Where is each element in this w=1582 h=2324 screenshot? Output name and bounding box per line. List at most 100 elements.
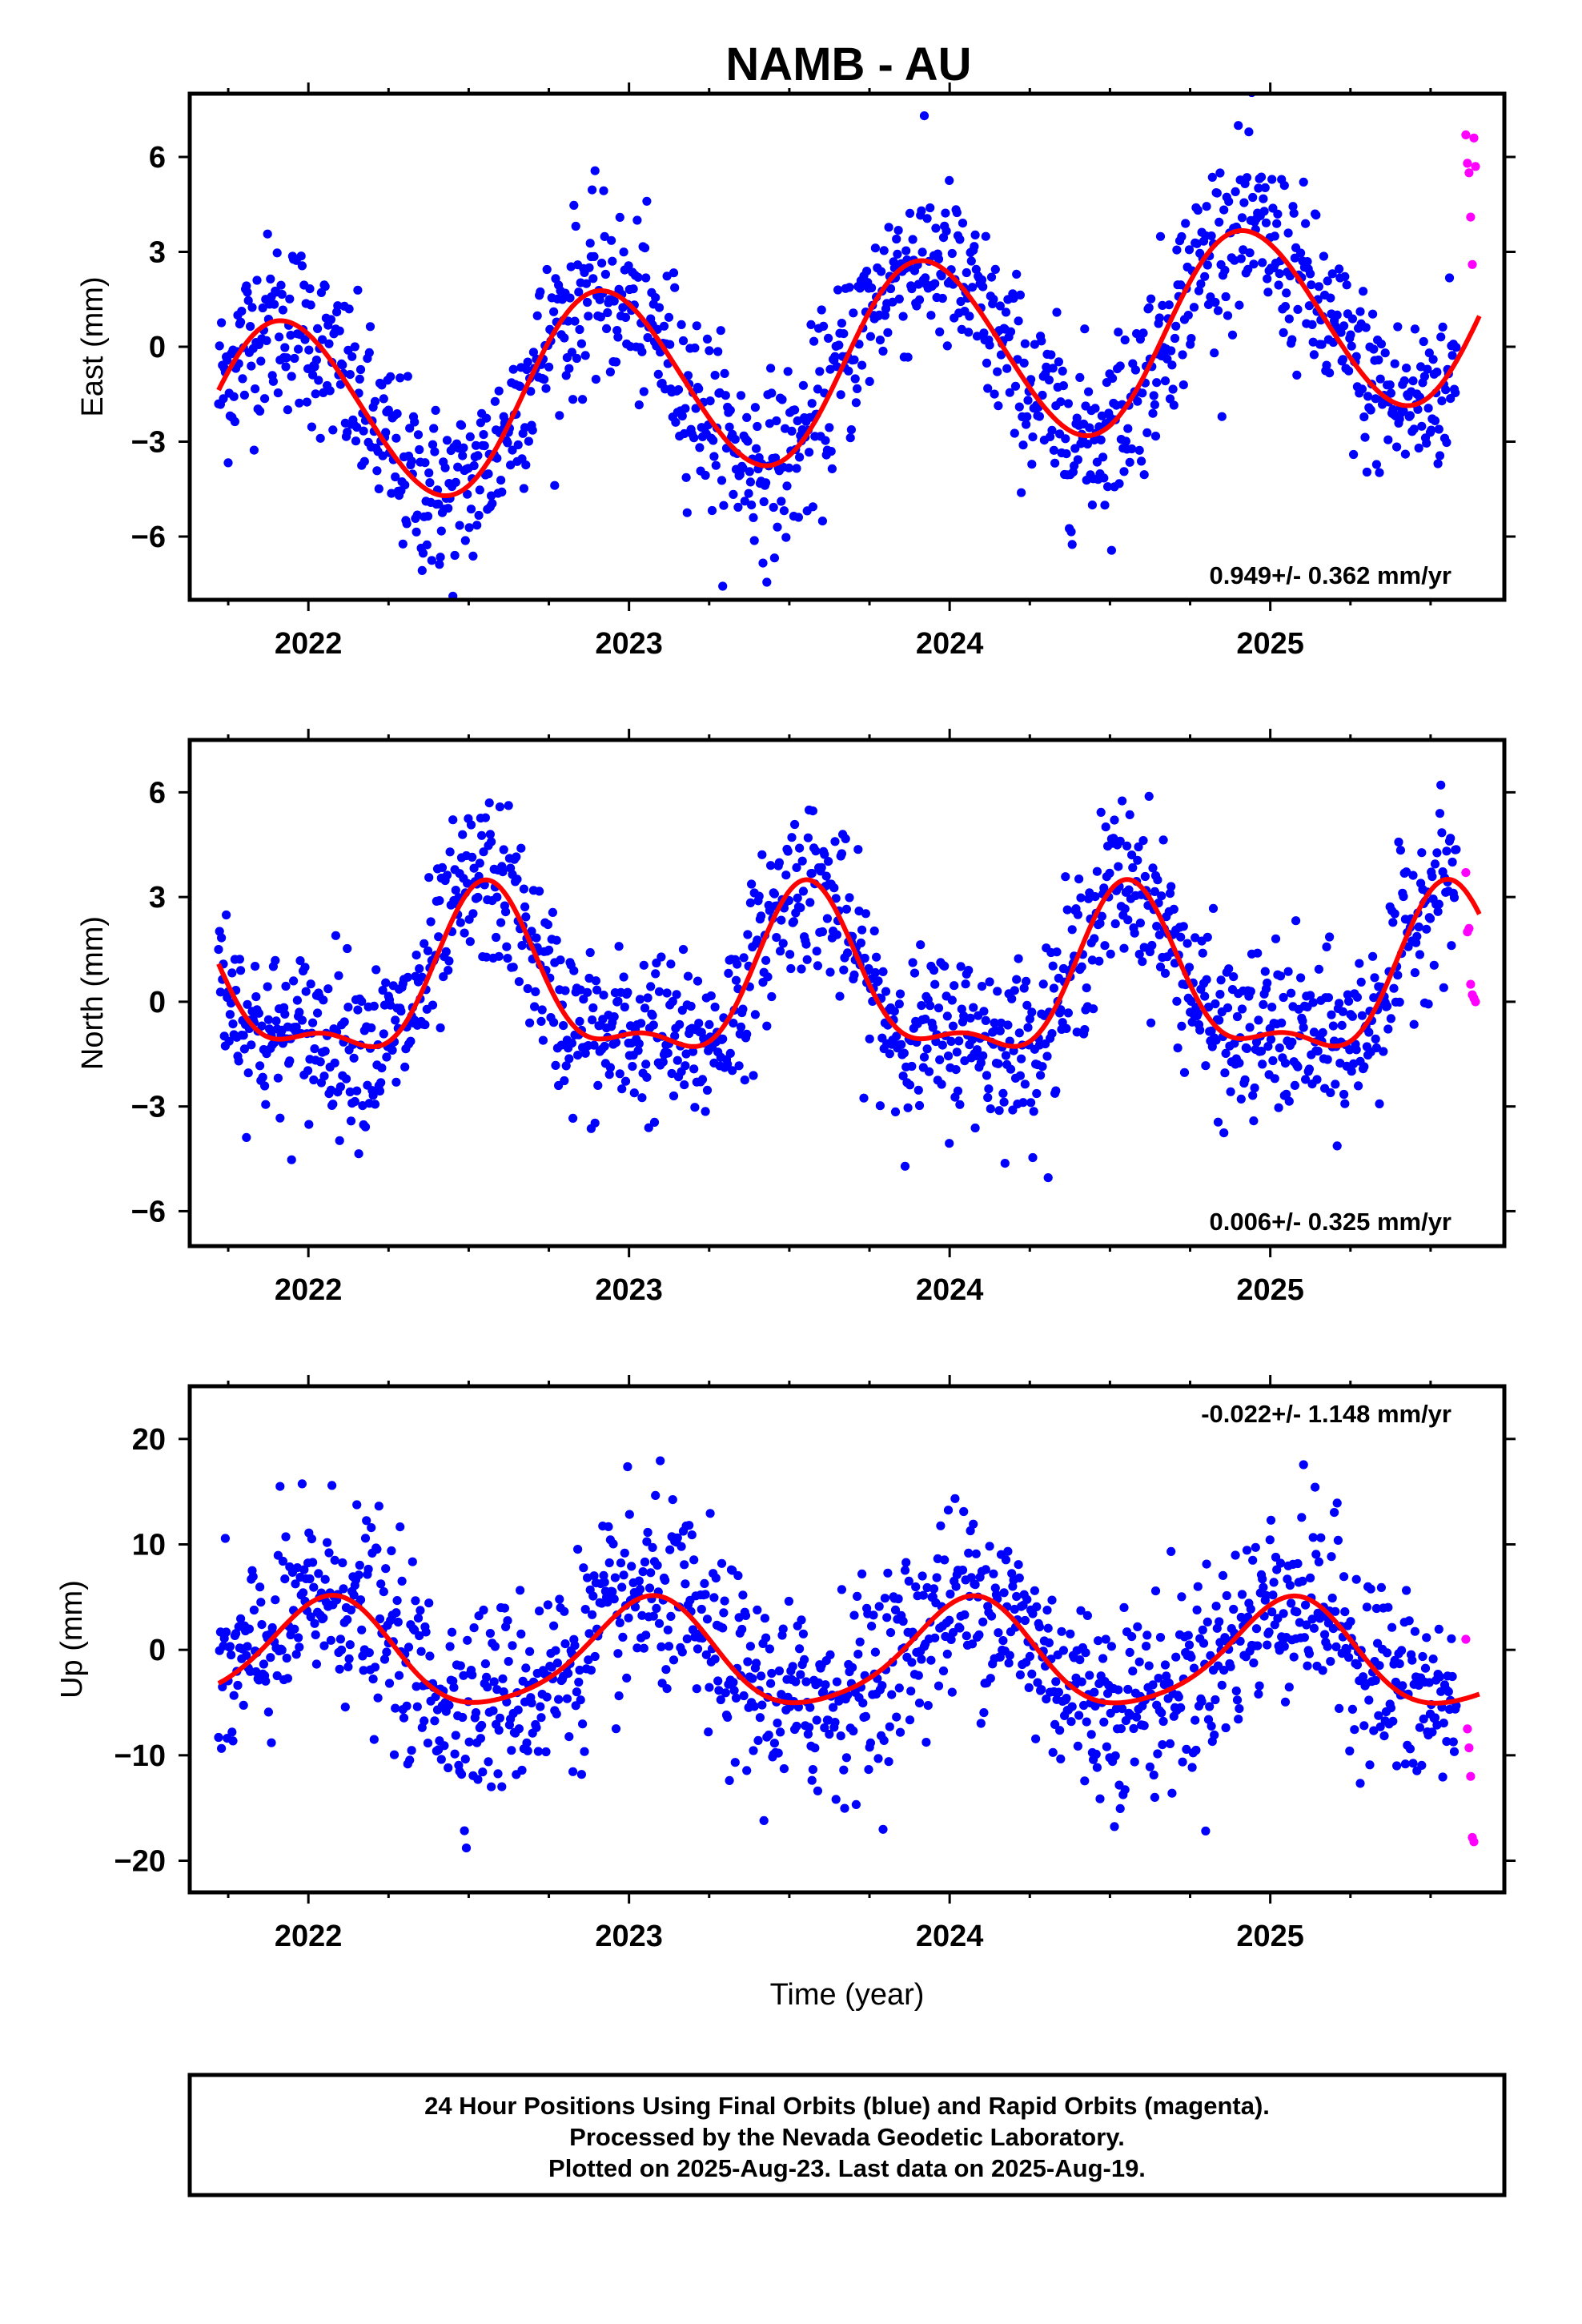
final-orbit-point (1127, 850, 1137, 860)
x-tick-label: 2024 (916, 1920, 984, 1953)
final-orbit-point (685, 1521, 694, 1530)
final-orbit-point (1280, 1059, 1291, 1068)
final-orbit-point (738, 463, 748, 473)
final-orbit-point (961, 979, 970, 989)
final-orbit-point (1213, 306, 1223, 316)
final-orbit-point (1251, 1542, 1260, 1552)
final-orbit-point (285, 294, 295, 304)
final-orbit-point (354, 1570, 363, 1580)
final-orbit-point (1313, 1046, 1323, 1056)
final-orbit-point (1094, 1636, 1103, 1646)
final-orbit-point (411, 1596, 420, 1606)
final-orbit-point (967, 1639, 978, 1649)
final-orbit-point (1091, 1749, 1101, 1759)
final-orbit-point (1042, 1695, 1051, 1704)
final-orbit-point (1229, 1604, 1239, 1614)
final-orbit-point (1024, 1683, 1034, 1692)
final-orbit-point (292, 1563, 302, 1573)
final-orbit-point (1042, 1051, 1052, 1061)
final-orbit-point (574, 1677, 584, 1687)
final-orbit-point (1211, 297, 1220, 308)
final-orbit-point (831, 894, 841, 903)
final-orbit-point (1371, 460, 1381, 469)
final-orbit-point (1215, 990, 1225, 999)
final-orbit-point (263, 229, 272, 239)
final-orbit-point (615, 1618, 624, 1627)
final-orbit-point (375, 1086, 385, 1096)
final-orbit-point (854, 340, 864, 349)
final-orbit-point (1221, 1048, 1231, 1058)
final-orbit-point (384, 1679, 395, 1688)
final-orbit-point (755, 1713, 765, 1723)
y-tick-label: −3 (131, 1091, 166, 1124)
x-tick-label: 2023 (595, 1273, 663, 1307)
final-orbit-point (1447, 857, 1457, 867)
final-orbit-point (256, 356, 266, 366)
final-orbit-point (488, 1706, 498, 1715)
final-orbit-point (905, 1715, 915, 1725)
final-orbit-point (1347, 314, 1357, 324)
y-tick-label: −20 (114, 1845, 166, 1879)
final-orbit-point (1371, 394, 1380, 404)
final-orbit-point (291, 1023, 301, 1032)
final-orbit-point (1230, 1039, 1239, 1048)
final-orbit-point (1191, 1715, 1200, 1725)
final-orbit-point (1006, 327, 1016, 336)
final-orbit-point (1442, 437, 1452, 448)
final-orbit-point (1422, 924, 1431, 934)
final-orbit-point (532, 933, 541, 943)
final-orbit-point (1325, 932, 1335, 942)
final-orbit-point (1371, 1603, 1381, 1614)
final-orbit-point (1301, 1600, 1311, 1610)
final-orbit-point (335, 380, 345, 389)
final-orbit-point (1081, 1648, 1090, 1658)
final-orbit-point (1155, 1633, 1166, 1642)
final-orbit-point (1404, 1616, 1414, 1626)
final-orbit-point (926, 311, 936, 320)
final-orbit-point (1103, 482, 1113, 492)
final-orbit-point (1119, 943, 1129, 953)
final-orbit-point (1275, 269, 1284, 279)
final-orbit-point (800, 1655, 809, 1664)
final-orbit-point (1166, 882, 1176, 891)
final-orbit-point (946, 1634, 956, 1644)
final-orbit-point (1254, 1689, 1263, 1699)
final-orbit-point (908, 235, 917, 244)
final-orbit-point (396, 1007, 406, 1016)
final-orbit-point (1099, 883, 1109, 893)
final-orbit-point (377, 1063, 387, 1073)
final-orbit-point (677, 320, 686, 329)
final-orbit-point (1408, 1759, 1418, 1768)
final-orbit-point (1264, 1627, 1274, 1637)
final-orbit-point (745, 477, 756, 487)
final-orbit-point (444, 966, 453, 975)
final-orbit-point (308, 370, 318, 380)
final-orbit-point (460, 1826, 469, 1835)
final-orbit-point (472, 521, 482, 530)
final-orbit-point (479, 1605, 488, 1615)
final-orbit-point (519, 884, 529, 894)
final-orbit-point (654, 1618, 665, 1628)
final-orbit-point (613, 332, 623, 342)
final-orbit-point (297, 261, 307, 271)
final-orbit-point (1019, 983, 1029, 993)
final-orbit-point (234, 1056, 243, 1066)
final-orbit-point (710, 371, 720, 380)
final-orbit-point (841, 904, 851, 914)
final-orbit-point (859, 1093, 869, 1103)
final-orbit-point (880, 311, 889, 320)
final-orbit-point (302, 397, 311, 407)
final-orbit-point (683, 371, 693, 380)
final-orbit-point (739, 1691, 749, 1701)
final-orbit-point (1001, 1051, 1011, 1060)
final-orbit-point (821, 871, 831, 881)
final-orbit-point (379, 1029, 388, 1039)
final-orbit-point (1360, 432, 1370, 442)
final-orbit-point (492, 1685, 502, 1695)
final-orbit-point (867, 283, 877, 293)
final-orbit-point (639, 387, 648, 396)
final-orbit-point (1254, 1015, 1263, 1025)
final-orbit-point (861, 1711, 870, 1721)
final-orbit-point (494, 1725, 504, 1735)
final-orbit-point (651, 1490, 661, 1500)
